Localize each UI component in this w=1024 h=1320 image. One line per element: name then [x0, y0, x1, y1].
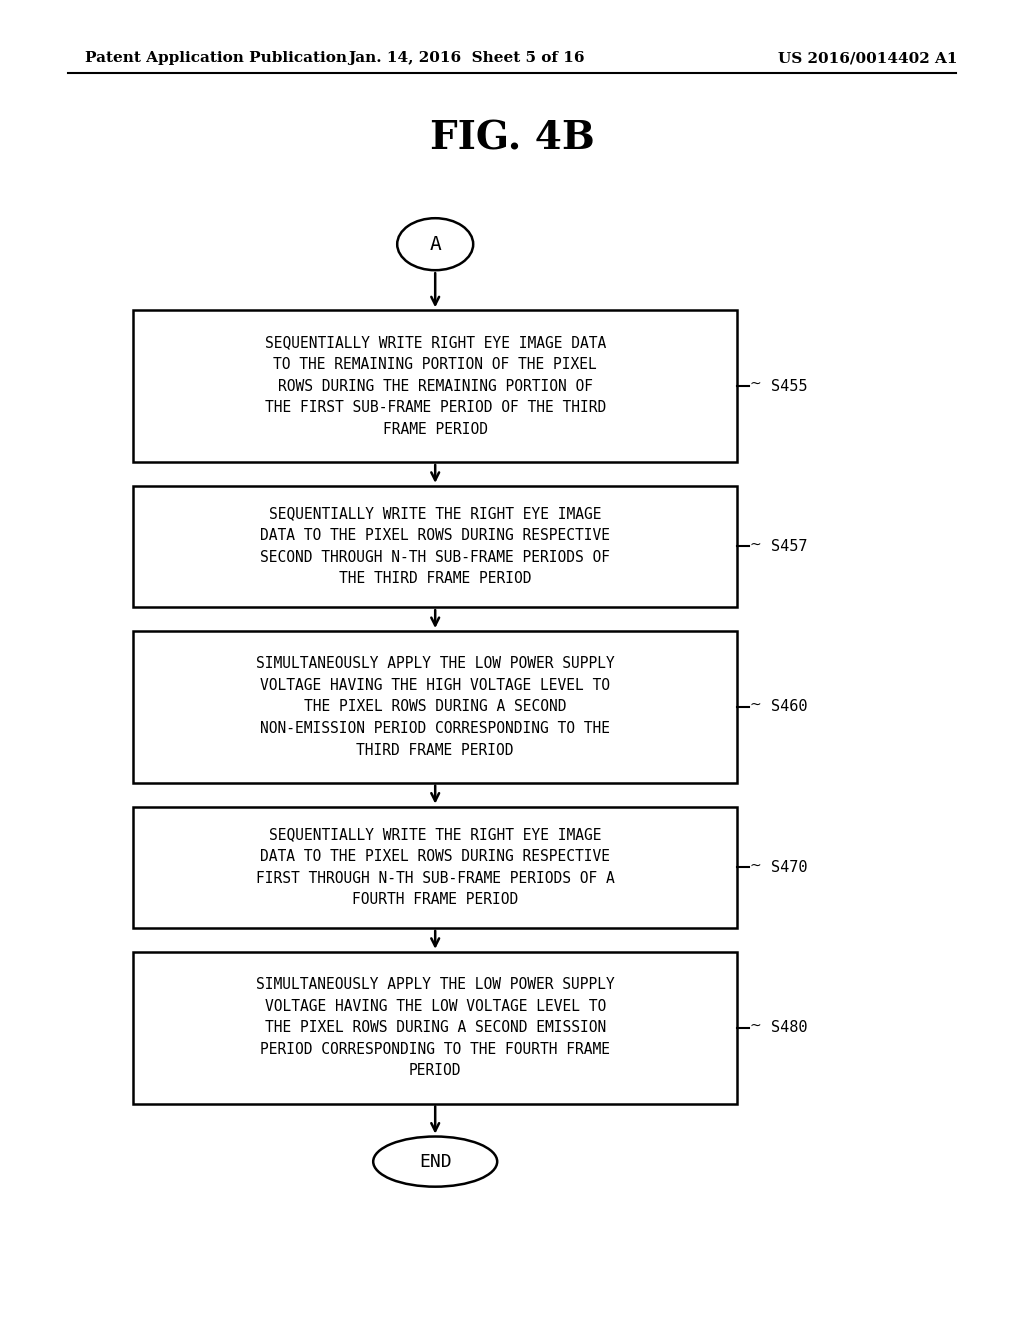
Text: SIMULTANEOUSLY APPLY THE LOW POWER SUPPLY
VOLTAGE HAVING THE HIGH VOLTAGE LEVEL : SIMULTANEOUSLY APPLY THE LOW POWER SUPPL…	[256, 656, 614, 758]
Text: ~: ~	[750, 537, 761, 552]
Text: ~: ~	[750, 698, 761, 711]
Text: ~: ~	[750, 378, 761, 391]
Text: US 2016/0014402 A1: US 2016/0014402 A1	[778, 51, 957, 65]
Ellipse shape	[373, 1137, 498, 1187]
Text: S480: S480	[771, 1020, 808, 1035]
Text: Jan. 14, 2016  Sheet 5 of 16: Jan. 14, 2016 Sheet 5 of 16	[348, 51, 584, 65]
Text: SEQUENTIALLY WRITE RIGHT EYE IMAGE DATA
TO THE REMAINING PORTION OF THE PIXEL
RO: SEQUENTIALLY WRITE RIGHT EYE IMAGE DATA …	[264, 335, 606, 437]
Text: Patent Application Publication: Patent Application Publication	[85, 51, 347, 65]
Bar	[133, 952, 737, 1104]
Text: FIG. 4B: FIG. 4B	[430, 120, 594, 157]
Text: S457: S457	[771, 539, 808, 554]
Text: A: A	[429, 235, 441, 253]
Bar	[133, 631, 737, 783]
Bar	[133, 486, 737, 607]
Text: END: END	[419, 1152, 452, 1171]
Text: SEQUENTIALLY WRITE THE RIGHT EYE IMAGE
DATA TO THE PIXEL ROWS DURING RESPECTIVE
: SEQUENTIALLY WRITE THE RIGHT EYE IMAGE D…	[256, 828, 614, 907]
Text: S470: S470	[771, 859, 808, 875]
Text: S455: S455	[771, 379, 808, 393]
Text: ~: ~	[750, 858, 761, 873]
Text: S460: S460	[771, 700, 808, 714]
Ellipse shape	[397, 218, 473, 271]
Text: ~: ~	[750, 1019, 761, 1032]
Text: SEQUENTIALLY WRITE THE RIGHT EYE IMAGE
DATA TO THE PIXEL ROWS DURING RESPECTIVE
: SEQUENTIALLY WRITE THE RIGHT EYE IMAGE D…	[260, 507, 610, 586]
Bar	[133, 807, 737, 928]
Bar	[133, 310, 737, 462]
Text: SIMULTANEOUSLY APPLY THE LOW POWER SUPPLY
VOLTAGE HAVING THE LOW VOLTAGE LEVEL T: SIMULTANEOUSLY APPLY THE LOW POWER SUPPL…	[256, 977, 614, 1078]
